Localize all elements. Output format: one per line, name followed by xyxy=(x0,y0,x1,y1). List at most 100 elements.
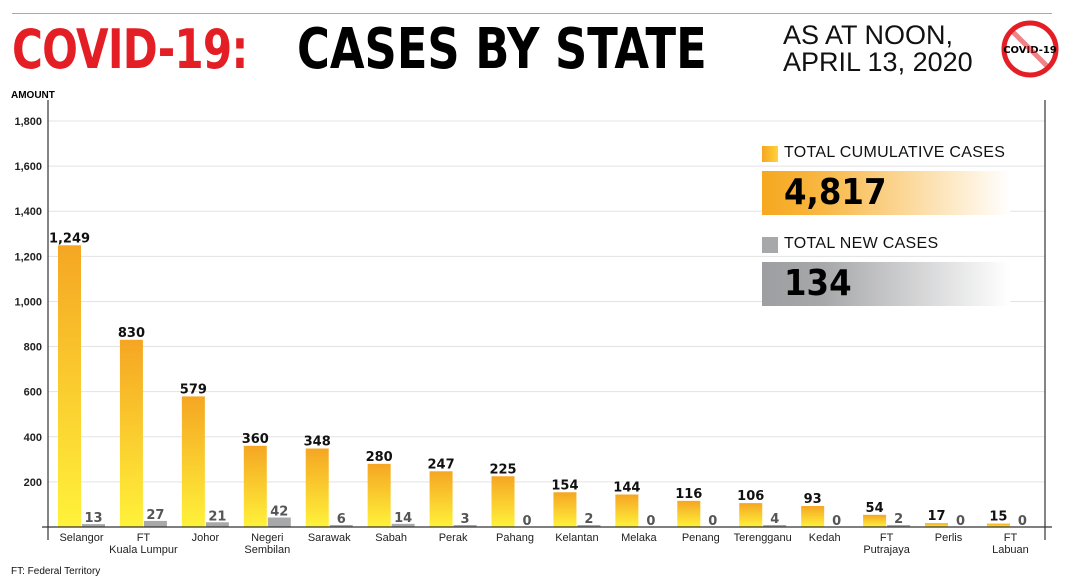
bar-cumulative xyxy=(491,476,515,527)
data-label-new-cases: 0 xyxy=(956,514,965,529)
no-covid-slash xyxy=(1010,29,1050,69)
data-label-new-cases: 2 xyxy=(584,512,593,527)
data-label-cumulative: 93 xyxy=(804,492,822,507)
x-tick-label-line: FT xyxy=(137,532,151,544)
bar-cumulative xyxy=(119,339,143,527)
title-cases-by-state: CASES BY STATE xyxy=(297,16,707,82)
x-tick-label: Negeri Sembilan xyxy=(244,532,290,556)
bar-cumulative xyxy=(58,245,81,527)
data-label-new-cases: 42 xyxy=(270,505,288,520)
bar-new-cases xyxy=(453,525,477,527)
bar-new-cases xyxy=(763,525,787,527)
bar-cumulative xyxy=(739,503,763,527)
data-label-cumulative: 247 xyxy=(428,457,455,472)
x-tick-label-line: Sabah xyxy=(375,532,407,544)
x-tick-label: Penang xyxy=(682,532,720,544)
x-tick-label-line: FT xyxy=(880,532,894,544)
x-tick-label-line: Terengganu xyxy=(734,532,792,544)
data-label-new-cases: 4 xyxy=(770,512,779,527)
x-tick-label-line: Selangor xyxy=(59,532,103,544)
data-label-cumulative: 17 xyxy=(927,509,945,524)
data-label-cumulative: 54 xyxy=(866,501,884,516)
bar-cumulative xyxy=(305,448,329,527)
y-tick-label: 1,000 xyxy=(14,296,42,308)
x-tick-label-line: Sarawak xyxy=(308,532,351,544)
x-tick-label: Selangor xyxy=(59,532,103,544)
data-label-cumulative: 225 xyxy=(489,462,516,477)
x-tick-label-line: Johor xyxy=(192,532,220,544)
data-label-cumulative: 144 xyxy=(613,481,640,496)
title-part1: COVID-19: xyxy=(12,17,248,81)
x-tick-label: Kedah xyxy=(809,532,841,544)
data-label-cumulative: 116 xyxy=(675,487,702,502)
as-at-date: AS AT NOON, APRIL 13, 2020 xyxy=(783,22,973,76)
y-tick-label: 600 xyxy=(24,387,42,399)
y-tick-label: 1,800 xyxy=(14,116,42,128)
bar-cumulative xyxy=(801,506,825,527)
bar-cumulative xyxy=(367,463,391,527)
bar-new-cases xyxy=(267,517,291,527)
no-covid-icon: COVID-19 xyxy=(1001,20,1059,78)
legend-label-new: TOTAL NEW CASES xyxy=(784,235,939,252)
data-label-cumulative: 154 xyxy=(551,478,578,493)
x-tick-label: Kelantan xyxy=(555,532,598,544)
data-label-cumulative: 830 xyxy=(118,326,145,341)
legend-label-cumulative: TOTAL CUMULATIVE CASES xyxy=(784,144,1006,161)
bar-cumulative xyxy=(429,471,453,527)
data-label-cumulative: 106 xyxy=(737,489,764,504)
bar-new-cases xyxy=(329,525,353,527)
x-tick-label: Sabah xyxy=(375,532,407,544)
x-tick-label-line: Perlis xyxy=(935,532,963,544)
x-tick-label: Perak xyxy=(439,532,468,544)
x-tick-label: Pahang xyxy=(496,532,534,544)
bar-cumulative xyxy=(677,500,701,527)
x-tick-label-line: Negeri xyxy=(251,532,283,544)
bar-cumulative xyxy=(615,494,639,527)
y-tick-label: 200 xyxy=(24,477,42,489)
x-tick-label-line: Penang xyxy=(682,532,720,544)
y-tick-label: 400 xyxy=(24,432,42,444)
bar-new-cases xyxy=(577,525,601,527)
new-total-box xyxy=(762,262,1010,306)
data-label-new-cases: 0 xyxy=(1018,514,1027,529)
header-rule xyxy=(12,13,1052,14)
data-label-new-cases: 14 xyxy=(394,511,412,526)
bar-cumulative xyxy=(553,492,577,527)
title-covid: COVID-19: xyxy=(12,14,314,84)
x-tick-label-line: Kuala Lumpur xyxy=(109,544,178,556)
data-label-cumulative: 1,249 xyxy=(49,231,90,246)
x-tick-label-line: Putrajaya xyxy=(863,544,910,556)
x-tick-label: Sarawak xyxy=(308,532,351,544)
x-tick-label-line: FT xyxy=(1004,532,1018,544)
x-tick-label: FT Putrajaya xyxy=(863,532,910,556)
x-tick-label: FT Labuan xyxy=(992,532,1029,556)
cumulative-total-box xyxy=(762,171,1010,215)
data-label-cumulative: 348 xyxy=(304,435,331,450)
x-tick-label-line: Labuan xyxy=(992,544,1029,556)
bar-new-cases xyxy=(143,520,167,527)
data-label-new-cases: 6 xyxy=(337,512,346,527)
data-label-new-cases: 0 xyxy=(708,514,717,529)
cumulative-total-value: 4,817 xyxy=(784,172,887,213)
data-label-new-cases: 2 xyxy=(894,512,903,527)
bar-cumulative xyxy=(925,523,949,527)
bar-cumulative xyxy=(243,445,267,527)
as-at-line2: APRIL 13, 2020 xyxy=(783,47,973,77)
data-label-cumulative: 15 xyxy=(989,510,1007,525)
data-label-new-cases: 0 xyxy=(646,514,655,529)
as-at-line1: AS AT NOON, xyxy=(783,20,954,50)
footnote: FT: Federal Territory xyxy=(11,566,101,577)
legend-swatch-cumulative xyxy=(762,146,778,162)
data-label-new-cases: 0 xyxy=(522,514,531,529)
y-tick-label: 1,600 xyxy=(14,161,42,173)
data-label-cumulative: 360 xyxy=(242,432,269,447)
x-tick-label: FT Kuala Lumpur xyxy=(109,532,178,556)
bar-cumulative xyxy=(181,396,205,527)
data-label-cumulative: 280 xyxy=(366,450,393,465)
bar-new-cases xyxy=(391,523,415,527)
y-tick-label: 800 xyxy=(24,342,42,354)
bar-cumulative xyxy=(863,514,887,527)
y-tick-label: 1,400 xyxy=(14,206,42,218)
x-tick-label-line: Pahang xyxy=(496,532,534,544)
